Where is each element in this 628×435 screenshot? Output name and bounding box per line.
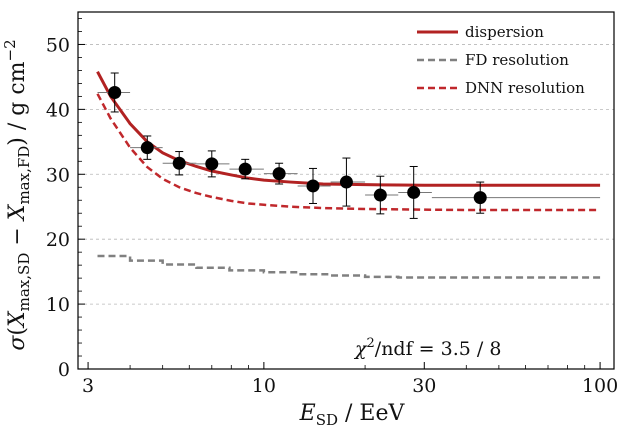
- y-tick-label: 30: [46, 164, 70, 186]
- y-tick-label: 0: [58, 359, 70, 381]
- points-layer: [97, 72, 601, 219]
- data-point: [407, 185, 421, 199]
- data-point: [172, 156, 186, 170]
- x-tick-label: 3: [82, 375, 94, 397]
- legend-label-dnn: DNN resolution: [465, 79, 585, 97]
- data-point: [272, 167, 286, 181]
- y-tick-label: 20: [46, 229, 70, 251]
- legend: dispersion FD resolution DNN resolution: [417, 23, 585, 97]
- x-tick-label: 100: [582, 375, 618, 397]
- fd-resolution-line: [97, 254, 601, 279]
- data-point: [473, 191, 487, 205]
- data-point-group: [365, 175, 399, 215]
- dnn-resolution-line: [96, 93, 601, 212]
- data-point: [140, 141, 154, 155]
- x-tick-label: 10: [252, 375, 276, 397]
- ticks-layer: 0 10 20 30 40 50 3 10 30 100: [46, 18, 618, 397]
- x-axis-label: ESD / EeV: [299, 401, 406, 429]
- data-point-group: [229, 158, 264, 180]
- data-point: [205, 157, 219, 171]
- data-point-group: [196, 150, 230, 178]
- data-point-group: [398, 165, 432, 219]
- svg-text:χ2/ndf = 3.5 / 8: χ2/ndf = 3.5 / 8: [353, 336, 501, 360]
- data-point-group: [263, 162, 298, 185]
- data-point: [339, 175, 353, 189]
- data-point-group: [431, 181, 601, 214]
- data-point-group: [97, 72, 131, 113]
- chi2-annotation: χ2/ndf = 3.5 / 8: [353, 336, 501, 360]
- y-tick-label: 50: [46, 34, 70, 56]
- legend-label-fd: FD resolution: [465, 51, 569, 69]
- plot-frame: [77, 11, 615, 370]
- data-point-group: [330, 157, 366, 207]
- data-point: [373, 188, 387, 202]
- x-tick-label: 30: [412, 375, 436, 397]
- data-point: [306, 179, 320, 193]
- svg-text:ESD / EeV: ESD / EeV: [299, 401, 406, 429]
- y-tick-label: 10: [46, 294, 70, 316]
- data-point-group: [130, 135, 163, 160]
- y-tick-label: 40: [46, 99, 70, 121]
- data-point-group: [162, 151, 197, 176]
- data-point-group: [297, 167, 331, 204]
- data-point: [108, 85, 122, 99]
- svg-text:σ(Xmax,SD − Xmax,FD) / g cm−2: σ(Xmax,SD − Xmax,FD) / g cm−2: [1, 39, 33, 350]
- data-point: [238, 162, 252, 176]
- legend-label-dispersion: dispersion: [465, 23, 544, 41]
- y-axis-label: σ(Xmax,SD − Xmax,FD) / g cm−2: [1, 39, 33, 350]
